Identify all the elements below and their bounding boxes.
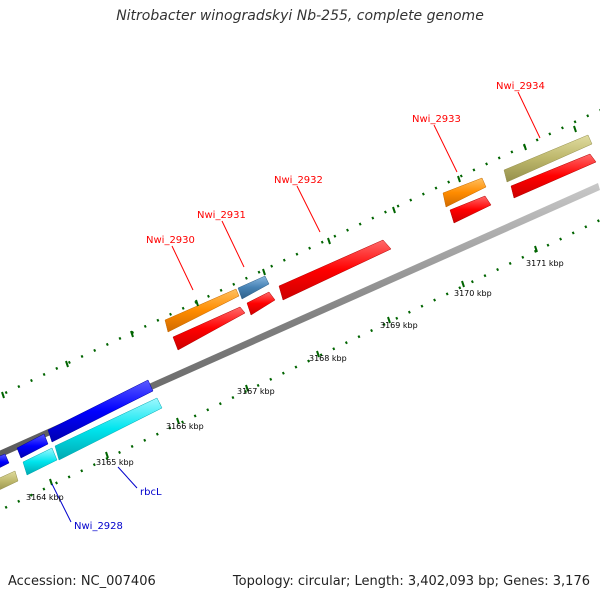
gene-rbcl-cyan[interactable]: [54, 397, 163, 461]
gene-nwi-2930-orange[interactable]: [164, 288, 240, 333]
gene-nwi-2932-red[interactable]: [278, 239, 392, 301]
gene-label[interactable]: Nwi_2933: [412, 114, 461, 125]
map-title: Nitrobacter winogradskyi Nb-255, complet…: [116, 8, 484, 24]
gene-nwi-2934-khaki[interactable]: [503, 134, 593, 183]
gene-label[interactable]: rbcL: [140, 487, 162, 498]
gene-label[interactable]: Nwi_2931: [197, 210, 246, 221]
gene-label[interactable]: Nwi_2932: [274, 175, 323, 186]
gene-labels-lower: rbcL Nwi_2928: [74, 487, 162, 532]
gene-cyan-small[interactable]: [22, 447, 58, 476]
outer-tick-track: [0, 108, 600, 397]
inner-tick-track: [0, 218, 600, 512]
scale-label: 3164 kbp: [26, 493, 64, 502]
gene-label[interactable]: Nwi_2934: [496, 81, 545, 92]
scale-label: 3171 kbp: [526, 259, 564, 268]
gene-left-blue-small[interactable]: [0, 453, 10, 470]
scale-label: 3165 kbp: [96, 458, 134, 467]
scale-label: 3166 kbp: [166, 422, 204, 431]
gene-nwi-2933-orange[interactable]: [442, 177, 487, 208]
gene-left-khaki[interactable]: [0, 470, 19, 492]
leader-lines: [51, 91, 541, 523]
scale-label: 3168 kbp: [309, 354, 347, 363]
gene-blue-long[interactable]: [47, 379, 154, 443]
gene-label[interactable]: Nwi_2928: [74, 521, 123, 532]
inner-major-ticks: [49, 245, 538, 486]
gene-nwi-2930-red[interactable]: [172, 306, 246, 351]
gene-blue-mid[interactable]: [16, 433, 49, 459]
genome-summary-text: Topology: circular; Length: 3,402,093 bp…: [232, 574, 590, 589]
gene-nwi-2933-red[interactable]: [449, 195, 492, 224]
outer-major-ticks: [1, 125, 577, 399]
gene-label[interactable]: Nwi_2930: [146, 235, 195, 246]
gene-nwi-2931-red[interactable]: [246, 291, 276, 316]
scale-label: 3167 kbp: [237, 387, 275, 396]
accession-text: Accession: NC_007406: [8, 574, 156, 589]
scale-label: 3169 kbp: [380, 321, 418, 330]
gene-nwi-2934-red[interactable]: [510, 153, 597, 199]
scale-labels: 3164 kbp 3165 kbp 3166 kbp 3167 kbp 3168…: [26, 259, 564, 502]
gene-labels-upper: Nwi_2930 Nwi_2931 Nwi_2932 Nwi_2933 Nwi_…: [146, 81, 545, 246]
gene-nwi-2931-steelblue[interactable]: [237, 275, 270, 300]
scale-label: 3170 kbp: [454, 289, 492, 298]
